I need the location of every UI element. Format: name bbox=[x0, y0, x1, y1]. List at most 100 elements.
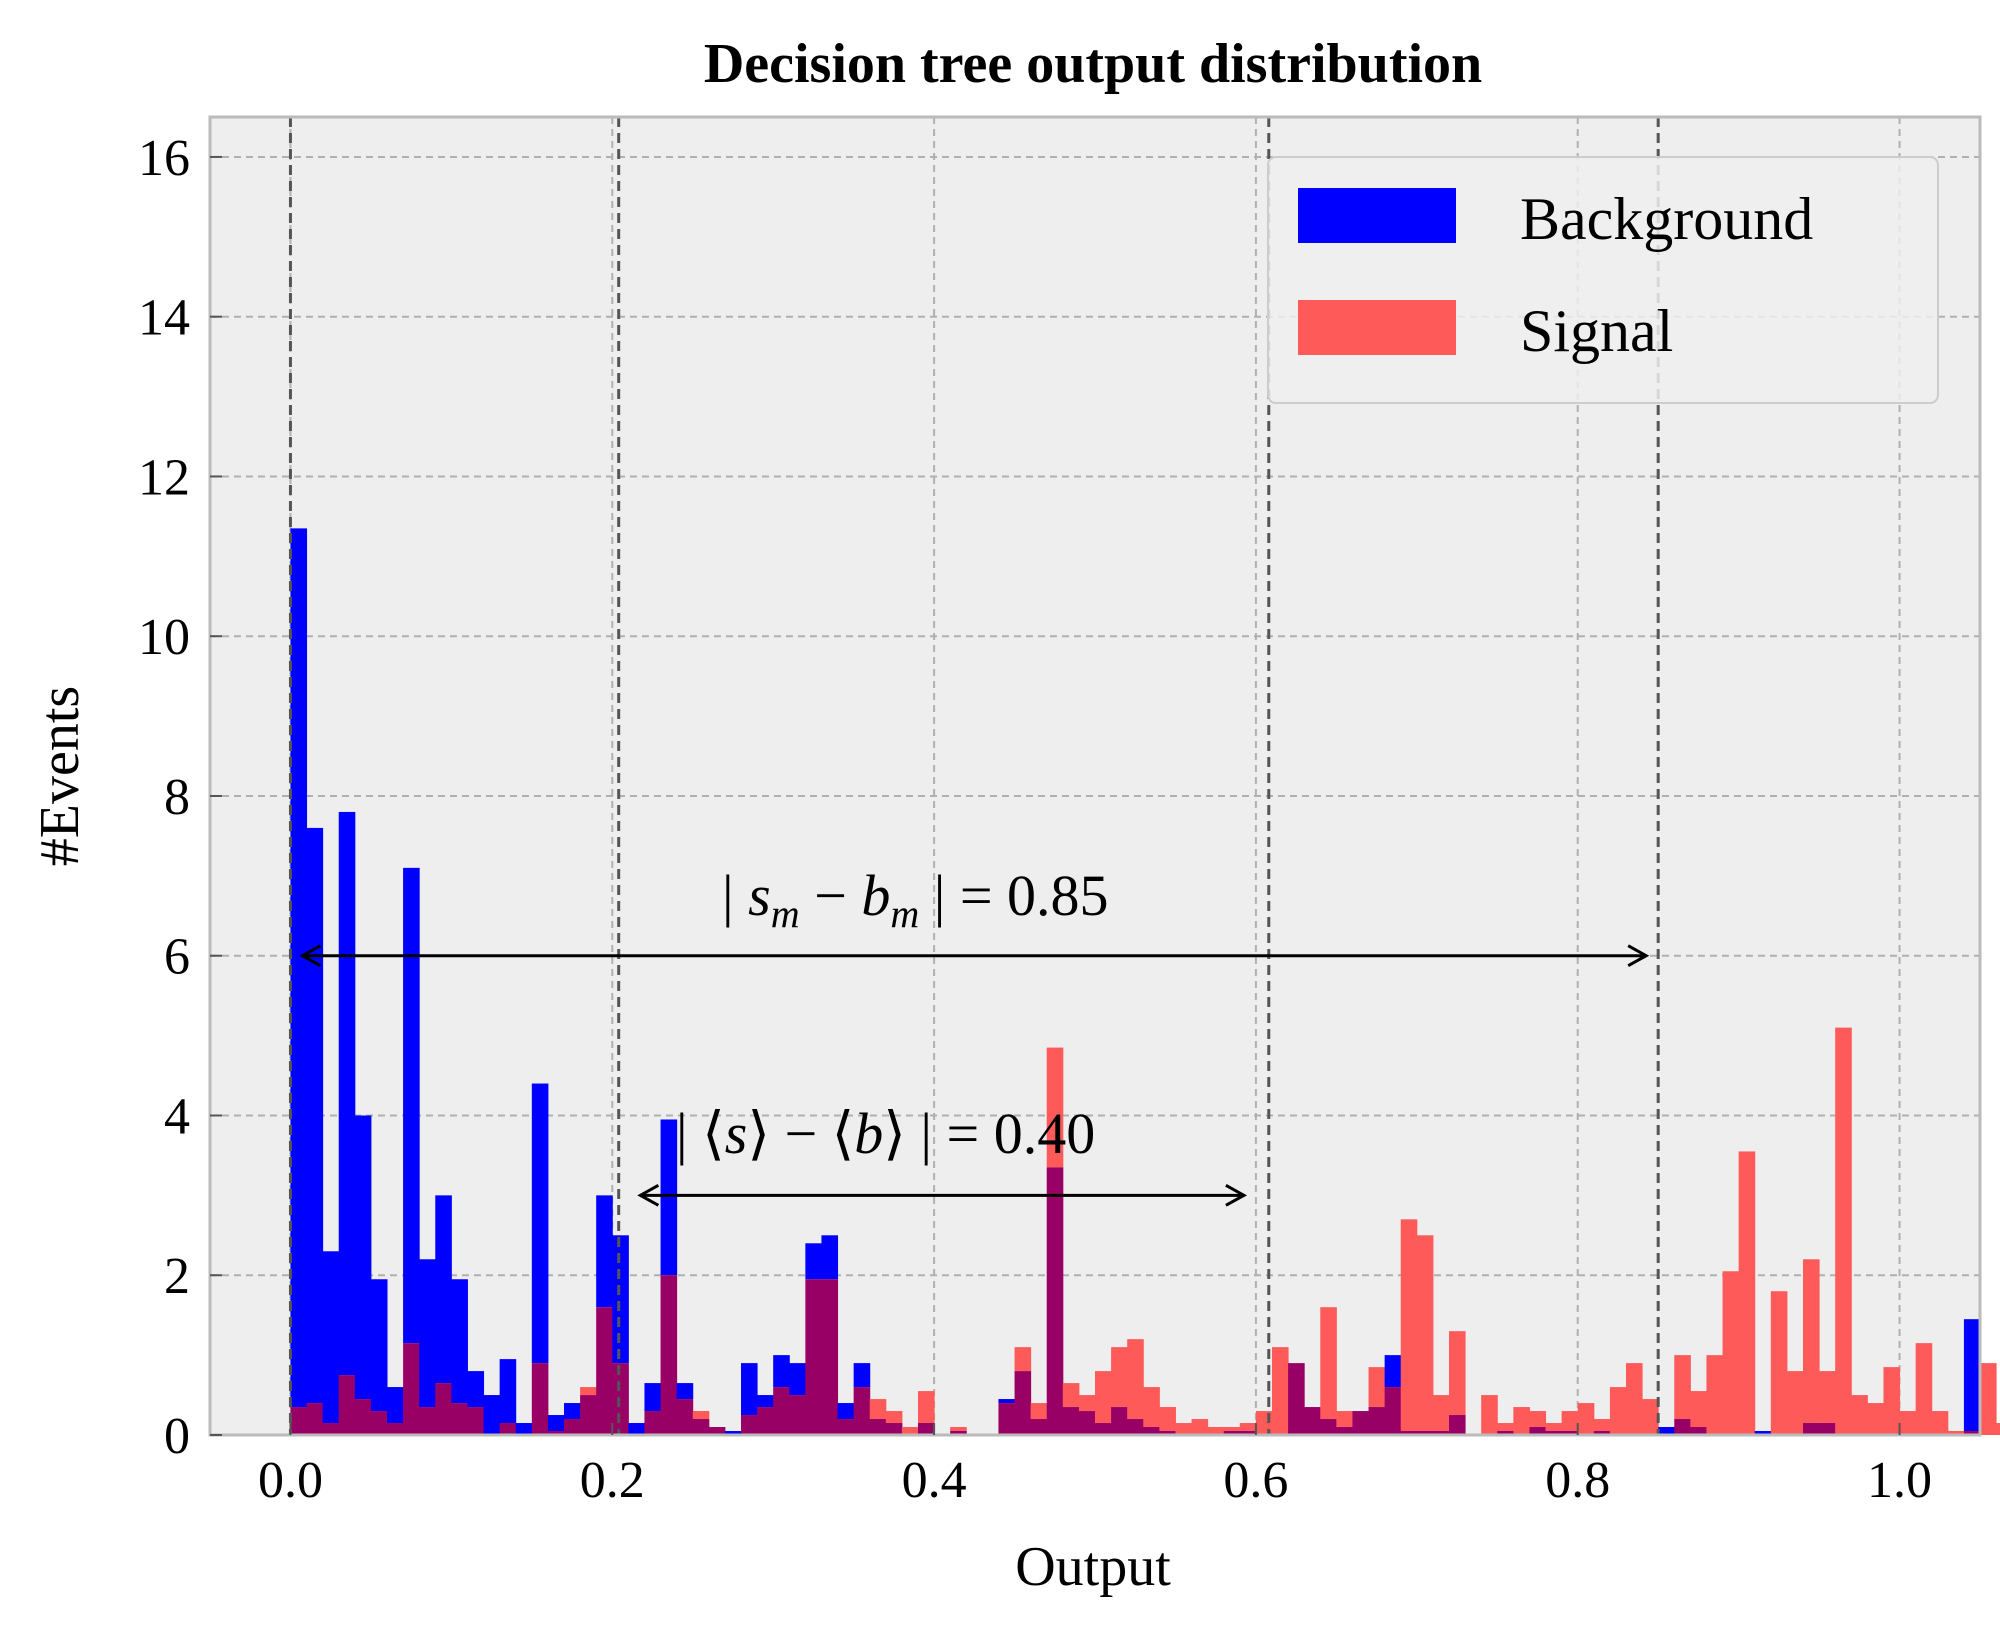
signal-bar-51 bbox=[1111, 1347, 1128, 1408]
overlap-bar-32 bbox=[805, 1279, 822, 1435]
overlap-bar-16 bbox=[547, 1431, 565, 1435]
overlap-bar-6 bbox=[387, 1423, 404, 1435]
legend-label-signal: Signal bbox=[1520, 298, 1673, 364]
signal-bar-76 bbox=[1513, 1407, 1530, 1435]
overlap-bar-94 bbox=[1803, 1423, 1820, 1435]
overlap-bar-19 bbox=[596, 1307, 613, 1435]
x-tick-label-2: 0.4 bbox=[902, 1452, 967, 1509]
y-tick-label-0: 0 bbox=[164, 1408, 190, 1465]
overlap-bar-64 bbox=[1320, 1419, 1337, 1435]
signal-bar-74 bbox=[1481, 1395, 1498, 1435]
overlap-bar-68 bbox=[1384, 1387, 1402, 1435]
y-axis-label: #Events bbox=[29, 686, 91, 866]
signal-bar-54 bbox=[1159, 1407, 1176, 1432]
overlap-bar-47 bbox=[1046, 1167, 1064, 1435]
signal-bar-39 bbox=[918, 1391, 935, 1424]
signal-bar-52 bbox=[1127, 1339, 1144, 1420]
background-bar-1 bbox=[306, 827, 324, 1404]
background-bar-24 bbox=[676, 1383, 694, 1400]
signal-bar-90 bbox=[1738, 1151, 1756, 1435]
overlap-bar-67 bbox=[1368, 1407, 1386, 1435]
x-tick-label-3: 0.6 bbox=[1223, 1452, 1288, 1509]
overlap-bar-77 bbox=[1529, 1427, 1547, 1435]
background-bar-10 bbox=[451, 1279, 468, 1404]
signal-bar-64 bbox=[1320, 1307, 1337, 1420]
overlap-bar-65 bbox=[1336, 1427, 1353, 1435]
signal-bar-50 bbox=[1095, 1371, 1112, 1424]
arrow-head-right-0 bbox=[1627, 944, 1650, 968]
overlap-bar-45 bbox=[1014, 1371, 1032, 1435]
arrow-head-left-0 bbox=[299, 944, 322, 968]
overlap-bar-95 bbox=[1819, 1423, 1836, 1435]
signal-bar-83 bbox=[1626, 1363, 1643, 1435]
ticks-layer: 0.0 0.2 0.4 0.6 0.8 1.0 0 2 4 6 8 10 12 14 16 bbox=[138, 130, 1932, 1509]
signal-bar-59 bbox=[1239, 1423, 1257, 1432]
overlap-bar-24 bbox=[676, 1399, 694, 1435]
overlap-bar-51 bbox=[1111, 1407, 1128, 1435]
overlap-bar-53 bbox=[1143, 1427, 1160, 1435]
annotations-layer bbox=[299, 944, 1650, 1207]
signal-bar-71 bbox=[1432, 1395, 1450, 1432]
annotation-arrow-1 bbox=[637, 1184, 1247, 1207]
x-tick-label-4: 0.8 bbox=[1545, 1452, 1610, 1509]
annotation-arrow-0 bbox=[299, 944, 1650, 968]
y-tick-label-3: 6 bbox=[164, 929, 190, 986]
signal-bar-72 bbox=[1449, 1331, 1466, 1416]
overlap-bar-15 bbox=[531, 1363, 549, 1435]
overlap-bar-30 bbox=[773, 1387, 790, 1435]
background-bar-4 bbox=[354, 1115, 372, 1400]
overlap-bar-4 bbox=[354, 1399, 372, 1435]
overlap-bar-50 bbox=[1095, 1423, 1112, 1435]
signal-bar-87 bbox=[1690, 1391, 1707, 1428]
overlap-bar-29 bbox=[757, 1407, 774, 1435]
background-bar-6 bbox=[387, 1387, 404, 1424]
background-bar-68 bbox=[1384, 1355, 1402, 1388]
overlap-bar-28 bbox=[741, 1415, 758, 1435]
signal-bar-93 bbox=[1786, 1371, 1804, 1435]
overlap-bar-59 bbox=[1239, 1431, 1257, 1435]
background-bar-8 bbox=[419, 1259, 436, 1408]
arrow-head-left-1 bbox=[637, 1184, 660, 1207]
bars-layer bbox=[290, 528, 2000, 1435]
background-bar-15 bbox=[531, 1083, 549, 1364]
signal-bar-49 bbox=[1078, 1395, 1096, 1412]
overlap-bar-7 bbox=[403, 1343, 420, 1435]
annotation-label-max-diff: | sm − bm | = 0.85 bbox=[722, 863, 1109, 936]
overlap-bar-78 bbox=[1545, 1431, 1563, 1435]
background-bar-44 bbox=[998, 1399, 1016, 1404]
signal-bar-67 bbox=[1368, 1367, 1386, 1408]
y-tick-label-5: 10 bbox=[138, 609, 190, 666]
background-bar-16 bbox=[547, 1415, 565, 1432]
overlap-bar-10 bbox=[451, 1403, 468, 1435]
background-bar-31 bbox=[789, 1363, 806, 1396]
y-tick-label-7: 14 bbox=[138, 290, 190, 347]
overlap-bar-39 bbox=[918, 1423, 935, 1435]
background-bar-5 bbox=[370, 1279, 388, 1412]
x-axis-label: Output bbox=[1015, 1536, 1171, 1598]
overlap-bar-34 bbox=[837, 1419, 855, 1435]
legend-swatch-signal bbox=[1298, 300, 1456, 355]
background-bar-104 bbox=[1963, 1319, 1981, 1432]
signal-bar-98 bbox=[1867, 1403, 1884, 1435]
overlap-bar-20 bbox=[612, 1363, 629, 1435]
arrow-head-right-1 bbox=[1225, 1184, 1247, 1207]
overlap-bar-0 bbox=[290, 1407, 308, 1435]
signal-bar-82 bbox=[1609, 1387, 1627, 1435]
signal-bar-56 bbox=[1191, 1419, 1209, 1435]
overlap-bar-69 bbox=[1400, 1431, 1418, 1435]
background-bar-12 bbox=[483, 1395, 501, 1435]
overlap-bar-72 bbox=[1449, 1415, 1466, 1435]
background-bar-91 bbox=[1754, 1431, 1772, 1435]
background-bar-33 bbox=[821, 1235, 839, 1280]
signal-bar-81 bbox=[1593, 1419, 1611, 1432]
overlap-bar-46 bbox=[1030, 1419, 1048, 1435]
overlap-bar-44 bbox=[998, 1403, 1016, 1435]
background-bar-22 bbox=[644, 1383, 662, 1412]
overlap-bar-104 bbox=[1963, 1431, 1981, 1435]
signal-bar-25 bbox=[692, 1411, 710, 1420]
y-tick-label-2: 4 bbox=[164, 1088, 190, 1145]
background-bar-29 bbox=[757, 1395, 774, 1408]
background-bar-0 bbox=[290, 528, 308, 1408]
overlap-bar-26 bbox=[708, 1427, 726, 1435]
background-bar-3 bbox=[338, 811, 356, 1376]
